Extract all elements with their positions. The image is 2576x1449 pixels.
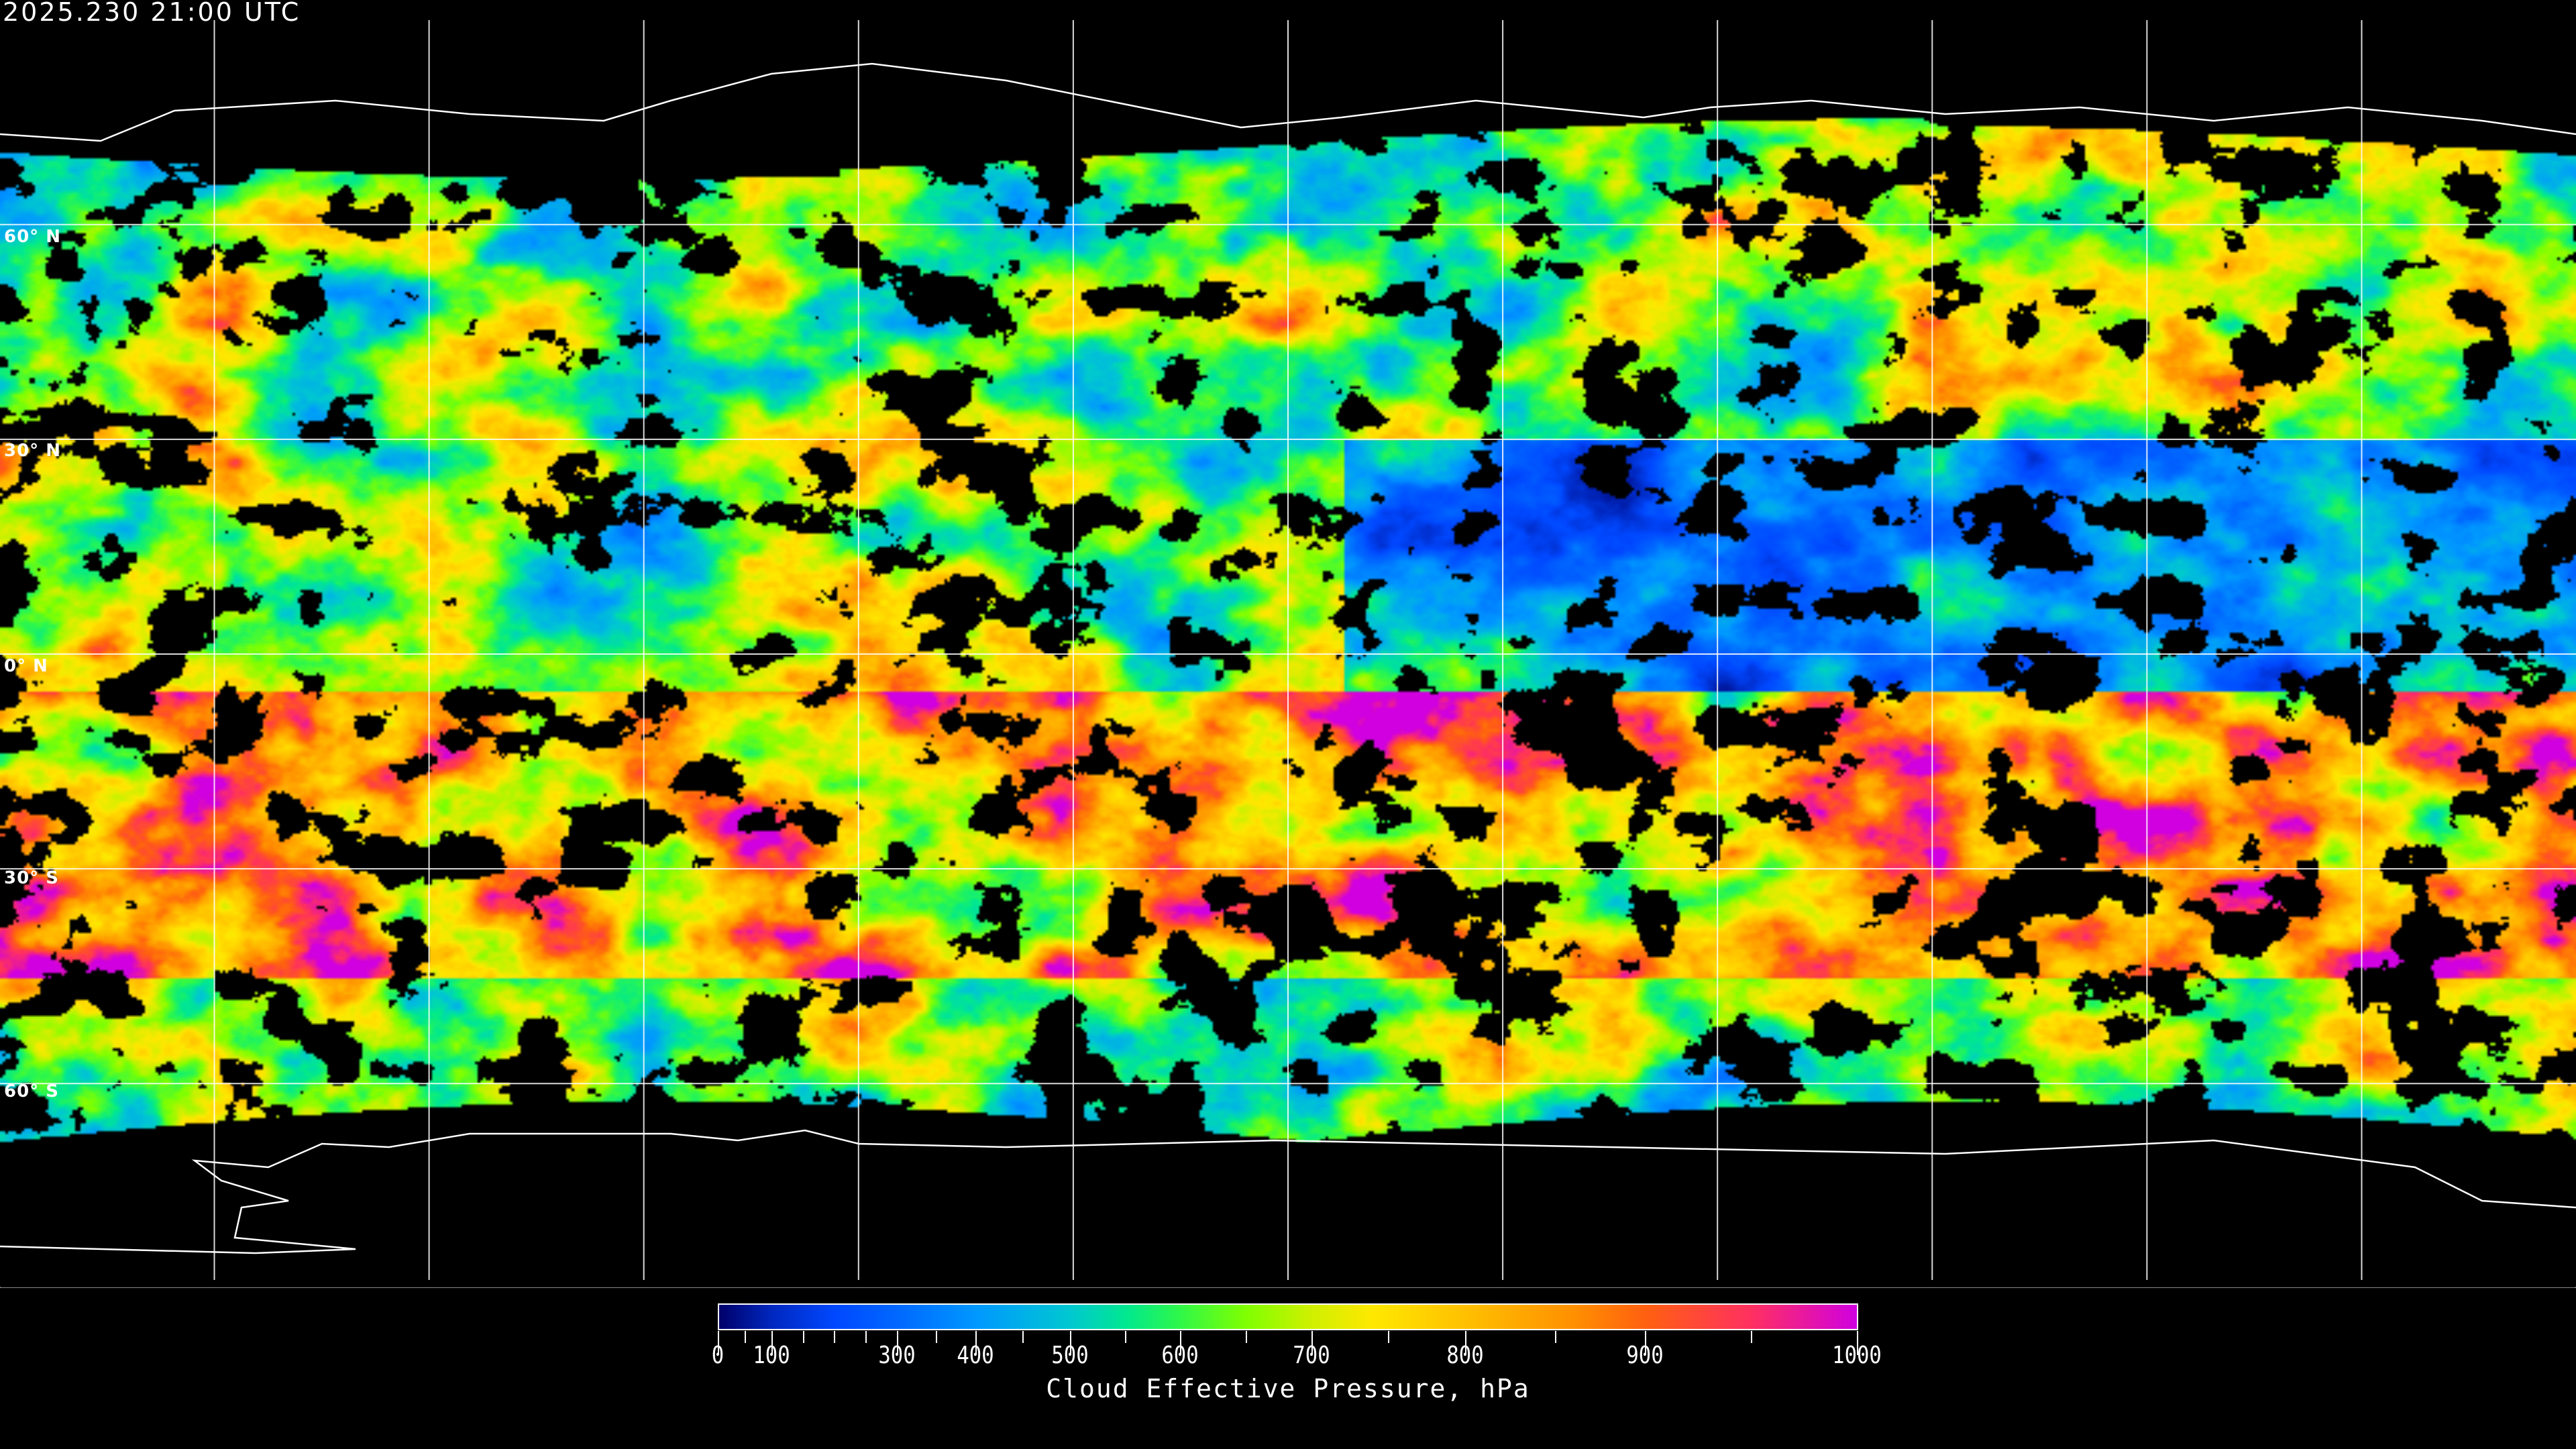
colorbar-title: Cloud Effective Pressure, hPa	[1046, 1374, 1530, 1403]
major-tick	[1464, 1331, 1466, 1355]
lat-label-30s: 30° S	[4, 868, 59, 888]
tick-label-800: 800	[1446, 1342, 1484, 1369]
major-tick	[771, 1331, 773, 1355]
tick-label-900: 900	[1626, 1342, 1664, 1369]
lat-label-60n: 60° N	[4, 227, 61, 247]
minor-tick	[1751, 1331, 1753, 1343]
minor-tick	[936, 1331, 938, 1343]
tick-label-500: 500	[1051, 1342, 1089, 1369]
major-tick	[718, 1331, 719, 1355]
tick-label-1000: 1000	[1832, 1342, 1882, 1369]
tick-label-100: 100	[753, 1342, 790, 1369]
tick-label-300: 300	[877, 1342, 916, 1369]
tick-label-0: 0	[711, 1342, 724, 1369]
antarctica-coastline	[0, 1129, 2576, 1254]
arctic-coastline	[0, 62, 2576, 142]
tick-label-400: 400	[957, 1342, 994, 1369]
colorbar	[718, 1303, 1858, 1330]
major-tick	[1311, 1331, 1313, 1355]
minor-tick	[834, 1331, 836, 1343]
tick-label-600: 600	[1161, 1342, 1199, 1369]
lat-label-equator: 0° N	[4, 656, 48, 676]
major-tick	[1645, 1331, 1647, 1355]
minor-tick	[1388, 1331, 1390, 1343]
major-tick	[1180, 1331, 1182, 1355]
minor-tick	[1246, 1331, 1248, 1343]
minor-tick	[802, 1331, 804, 1343]
tick-label-700: 700	[1293, 1342, 1330, 1369]
lat-label-60s: 60° S	[4, 1081, 59, 1102]
minor-tick	[865, 1331, 867, 1343]
major-tick	[1857, 1331, 1858, 1355]
major-tick	[975, 1331, 977, 1355]
major-tick	[896, 1331, 898, 1355]
minor-tick	[1022, 1331, 1024, 1343]
minor-tick	[744, 1331, 746, 1343]
lat-label-30n: 30° N	[4, 441, 61, 461]
major-tick	[1069, 1331, 1071, 1355]
graticule-overlay	[0, 20, 2576, 1280]
timestamp-title: 2025.230 21:00 UTC	[3, 0, 301, 27]
minor-tick	[1555, 1331, 1557, 1343]
minor-tick	[1125, 1331, 1127, 1343]
colorbar-ticks	[718, 1331, 1858, 1358]
